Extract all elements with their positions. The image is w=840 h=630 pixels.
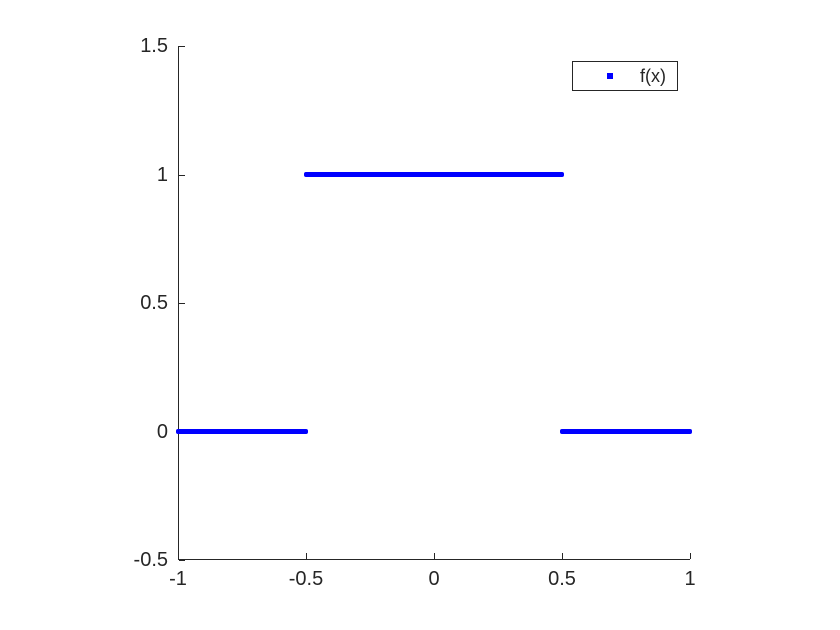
x-tick-mark [562,553,563,559]
x-tick-label: 0.5 [548,568,576,590]
y-tick-label: 0.5 [140,292,168,314]
x-tick-mark [306,553,307,559]
x-tick-label: -0.5 [288,568,324,590]
y-tick-label: 1.5 [140,35,168,57]
legend-marker-square-icon [607,73,613,79]
y-tick-mark [179,303,185,304]
x-tick-label: 1 [684,568,696,590]
y-tick-label: -0.5 [133,549,168,571]
x-tick-mark [434,553,435,559]
x-tick-mark [178,553,179,559]
y-tick-label: 0 [156,421,168,443]
series-segment [304,172,564,177]
y-tick-mark [179,560,185,561]
legend: f(x) [572,61,678,91]
x-tick-label: -1 [169,568,187,590]
series-segment [176,429,308,434]
series-segment [560,429,692,434]
x-tick-label: 0 [428,568,440,590]
y-tick-mark [179,175,185,176]
y-tick-mark [179,46,185,47]
legend-label: f(x) [640,65,666,86]
plot-area [178,46,690,560]
y-tick-label: 1 [156,164,168,186]
x-tick-mark [690,553,691,559]
